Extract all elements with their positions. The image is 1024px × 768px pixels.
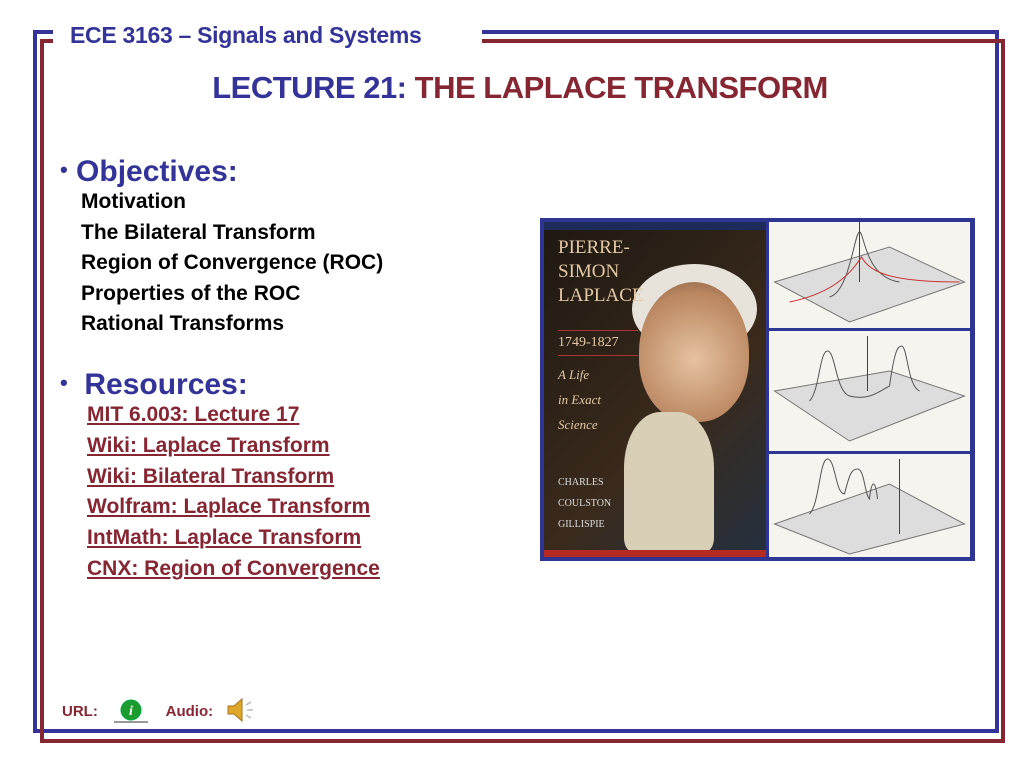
url-label: URL: [62,702,98,720]
resource-link-cnx[interactable]: CNX: Region of Convergence [87,556,380,580]
footer: URL: i Audio: [62,695,255,729]
cover-subtitle: A Life [558,367,590,382]
objectives-heading-text: Objectives: [76,155,238,188]
resources-heading-text: Resources: [84,368,248,401]
objective-item: Rational Transforms [81,312,285,335]
cover-author: COULSTON [558,498,612,509]
bullet: • [60,157,68,182]
frame-blue-bottom [33,729,999,733]
bullet: • [60,370,68,395]
audio-label: Audio: [165,702,214,720]
frame-blue-top [482,30,999,34]
cover-title: PIERRE- [558,237,630,258]
frame-maroon-right [1001,39,1005,743]
objective-item: The Bilateral Transform [81,220,316,244]
objective-item: Properties of the ROC [81,281,301,305]
portrait-face [639,282,749,422]
resource-link-mit[interactable]: MIT 6.003: Lecture 17 [87,403,300,426]
cover-subtitle: in Exact [558,392,601,407]
title-main: THE LAPLACE TRANSFORM [414,70,829,105]
frame-maroon-top-left [40,39,53,43]
resource-link-wolfram[interactable]: Wolfram: Laplace Transform [87,495,371,519]
surface-plot-3-image [769,454,970,557]
cover-author: CHARLES [558,477,604,488]
resource-link-wiki-laplace[interactable]: Wiki: Laplace Transform [87,433,330,457]
title-prefix: LECTURE 21: [212,70,407,105]
objective-item: Motivation [81,190,186,213]
resource-link-intmath[interactable]: IntMath: Laplace Transform [87,526,362,550]
resources-heading: • Resources: [60,368,380,402]
resource-link-wiki-bilateral[interactable]: Wiki: Bilateral Transform [87,464,335,488]
cover-title: LAPLACE [558,285,644,306]
image-collage: PIERRE- SIMON LAPLACE 1749-1827 A Life i… [540,218,975,561]
objective-item: Region of Convergence (ROC) [81,251,384,274]
surface-plot-2-image [769,331,970,451]
svg-text:i: i [129,704,133,719]
speaker-icon[interactable] [225,695,255,729]
frame-blue-left [33,30,37,733]
frame-blue-top-left [33,30,53,34]
frame-blue-right [995,30,999,733]
frame-maroon-bottom [40,739,1005,743]
objectives-section: • Objectives: Motivation The Bilateral T… [60,155,383,340]
surface-plot-1-image [769,222,970,328]
objectives-heading: • Objectives: [60,155,383,189]
book-cover-image: PIERRE- SIMON LAPLACE 1749-1827 A Life i… [544,222,766,557]
info-icon[interactable]: i [114,698,148,726]
cover-title: SIMON [558,261,620,282]
cover-years: 1749-1827 [558,330,638,356]
frame-maroon-left [40,39,44,743]
frame-maroon-top [482,39,1005,43]
course-header: ECE 3163 – Signals and Systems [66,22,426,49]
portrait-cravat [624,412,714,552]
cover-author: GILLISPIE [558,519,605,530]
cover-subtitle: Science [558,417,598,432]
resources-section: • Resources: MIT 6.003: Lecture 17 Wiki:… [60,368,380,585]
page-title: LECTURE 21: THE LAPLACE TRANSFORM [0,70,1024,106]
